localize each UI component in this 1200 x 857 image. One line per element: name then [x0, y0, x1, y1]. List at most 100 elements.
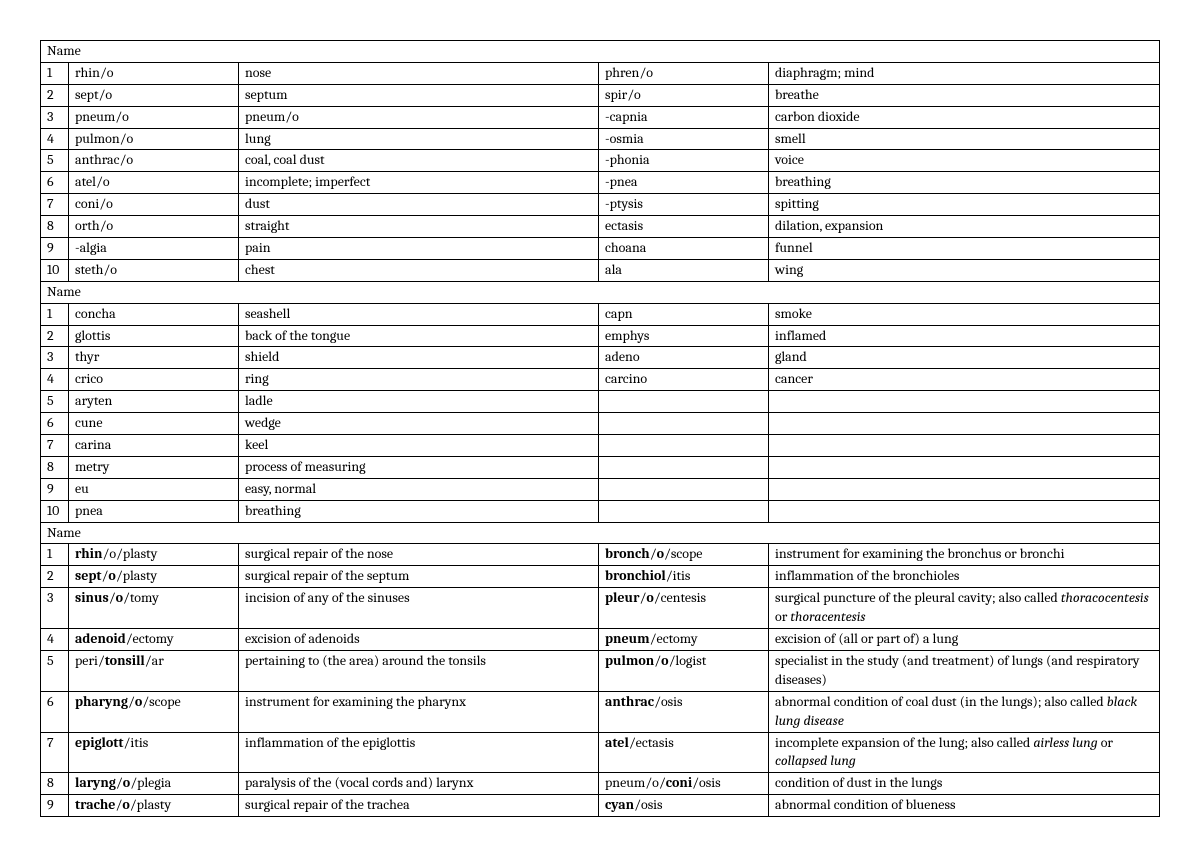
cell: atel/o [69, 172, 239, 194]
cell: bronch/o/scope [599, 544, 769, 566]
cell: septum [239, 84, 599, 106]
cell [769, 435, 1160, 457]
cell: capn [599, 303, 769, 325]
cell: abnormal condition of coal dust (in the … [769, 691, 1160, 732]
row-number: 2 [41, 84, 69, 106]
cell: smoke [769, 303, 1160, 325]
cell: ala [599, 259, 769, 281]
cell: phren/o [599, 62, 769, 84]
cell: carcino [599, 369, 769, 391]
cell: surgical repair of the trachea [239, 795, 599, 817]
cell: breathe [769, 84, 1160, 106]
cell [769, 478, 1160, 500]
cell: anthrac/osis [599, 691, 769, 732]
table-row: 8orth/ostraightectasisdilation, expansio… [41, 216, 1160, 238]
cell: lung [239, 128, 599, 150]
cell: abnormal condition of blueness [769, 795, 1160, 817]
table-row: 6atel/oincomplete; imperfect-pneabreathi… [41, 172, 1160, 194]
table-row: 6cunewedge [41, 413, 1160, 435]
cell: inflammation of the bronchioles [769, 566, 1160, 588]
row-number: 1 [41, 303, 69, 325]
cell: steth/o [69, 259, 239, 281]
cell: chest [239, 259, 599, 281]
cell: easy, normal [239, 478, 599, 500]
cell: gland [769, 347, 1160, 369]
cell: paralysis of the (vocal cords and) laryn… [239, 773, 599, 795]
cell: pneum/ectomy [599, 629, 769, 651]
cell: rhin/o [69, 62, 239, 84]
cell [599, 435, 769, 457]
cell: wedge [239, 413, 599, 435]
row-number: 4 [41, 128, 69, 150]
cell: straight [239, 216, 599, 238]
cell: eu [69, 478, 239, 500]
cell: -ptysis [599, 194, 769, 216]
cell: surgical repair of the septum [239, 566, 599, 588]
cell [769, 500, 1160, 522]
cell: condition of dust in the lungs [769, 773, 1160, 795]
cell: -osmia [599, 128, 769, 150]
cell: funnel [769, 238, 1160, 260]
row-number: 4 [41, 629, 69, 651]
table-row: 10pneabreathing [41, 500, 1160, 522]
table-row: 9-algiapainchoanafunnel [41, 238, 1160, 260]
table-row: 9trache/o/plastysurgical repair of the t… [41, 795, 1160, 817]
table-row: 3thyrshieldadenogland [41, 347, 1160, 369]
cell: metry [69, 456, 239, 478]
table-row: 2sept/o/plastysurgical repair of the sep… [41, 566, 1160, 588]
cell: crico [69, 369, 239, 391]
table-row: 2sept/oseptumspir/obreathe [41, 84, 1160, 106]
row-number: 5 [41, 391, 69, 413]
row-number: 3 [41, 106, 69, 128]
row-number: 8 [41, 773, 69, 795]
cell: choana [599, 238, 769, 260]
cell: sinus/o/tomy [69, 588, 239, 629]
table-row: 4cricoringcarcinocancer [41, 369, 1160, 391]
cell: inflamed [769, 325, 1160, 347]
cell: instrument for examining the bronchus or… [769, 544, 1160, 566]
cell: breathing [769, 172, 1160, 194]
cell: dust [239, 194, 599, 216]
cell: pharyng/o/scope [69, 691, 239, 732]
cell: pain [239, 238, 599, 260]
cell: incomplete; imperfect [239, 172, 599, 194]
cell: aryten [69, 391, 239, 413]
cell: cyan/osis [599, 795, 769, 817]
cell: pulmon/o [69, 128, 239, 150]
row-number: 9 [41, 478, 69, 500]
cell: nose [239, 62, 599, 84]
cell: specialist in the study (and treatment) … [769, 650, 1160, 691]
table-row: 8laryng/o/plegiaparalysis of the (vocal … [41, 773, 1160, 795]
cell [599, 478, 769, 500]
table-row: 1conchaseashellcapnsmoke [41, 303, 1160, 325]
cell: sept/o [69, 84, 239, 106]
cell: adenoid/ectomy [69, 629, 239, 651]
cell: seashell [239, 303, 599, 325]
row-number: 7 [41, 435, 69, 457]
cell: pneum/o [69, 106, 239, 128]
table-row: 9eueasy, normal [41, 478, 1160, 500]
cell: pneum/o [239, 106, 599, 128]
table-row: 6pharyng/o/scopeinstrument for examining… [41, 691, 1160, 732]
cell: anthrac/o [69, 150, 239, 172]
row-number: 6 [41, 691, 69, 732]
row-number: 10 [41, 259, 69, 281]
cell: surgical repair of the nose [239, 544, 599, 566]
cell: breathing [239, 500, 599, 522]
cell: carbon dioxide [769, 106, 1160, 128]
table-row: 3sinus/o/tomyincision of any of the sinu… [41, 588, 1160, 629]
row-number: 5 [41, 650, 69, 691]
table-row: 7coni/odust-ptysisspitting [41, 194, 1160, 216]
table-row: 5peri/tonsill/arpertaining to (the area)… [41, 650, 1160, 691]
cell: cancer [769, 369, 1160, 391]
cell: -pnea [599, 172, 769, 194]
cell: epiglott/itis [69, 732, 239, 773]
cell: bronchiol/itis [599, 566, 769, 588]
row-number: 1 [41, 62, 69, 84]
table-row: 10steth/ochestalawing [41, 259, 1160, 281]
cell: rhin/o/plasty [69, 544, 239, 566]
cell: laryng/o/plegia [69, 773, 239, 795]
cell: orth/o [69, 216, 239, 238]
cell: -capnia [599, 106, 769, 128]
cell [599, 391, 769, 413]
